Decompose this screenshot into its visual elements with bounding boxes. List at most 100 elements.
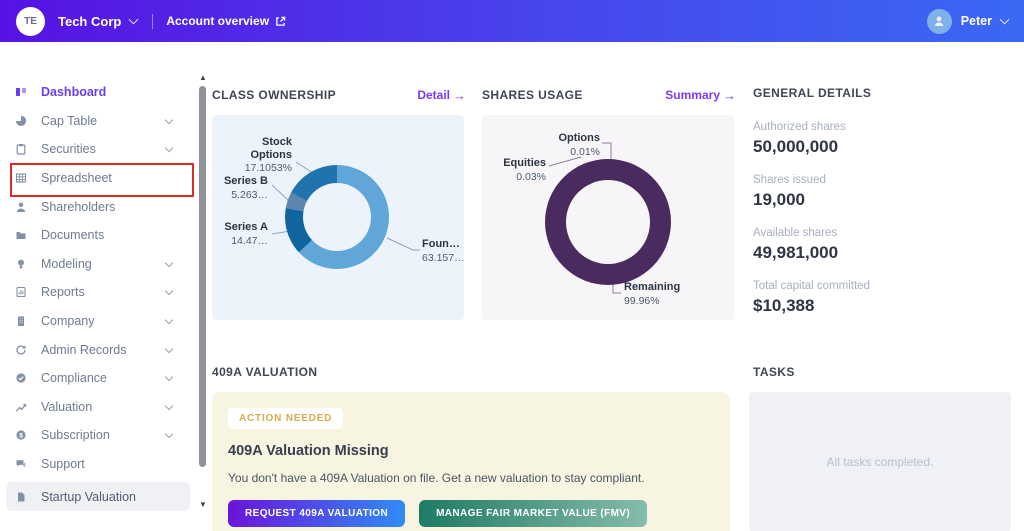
dollar-circle-icon: $ [15,429,28,442]
account-overview-label: Account overview [166,14,270,28]
sidebar-item-company[interactable]: Company [0,307,196,336]
clipboard-icon [15,143,28,156]
slice-label-equities: Equities 0.03% [503,157,546,183]
sidebar-item-spreadsheet[interactable]: Spreadsheet [0,164,196,193]
valuation-409a-header: 409A VALUATION [212,363,466,381]
arrow-right-icon: → [453,87,466,103]
scrollbar-thumb[interactable] [199,86,206,467]
stat-value: $10,388 [753,296,815,315]
scrollbar-up-arrow[interactable]: ▲ [199,73,207,82]
sidebar-item-modeling[interactable]: Modeling [0,250,196,279]
chevron-down-icon [164,401,174,411]
folder-icon [15,229,28,242]
top-bar: TE Tech Corp Account overview Peter [0,0,1024,42]
sidebar-item-compliance[interactable]: Compliance [0,364,196,393]
shares-usage-header: SHARES USAGE Summary → [482,86,736,104]
building-icon [15,315,28,328]
sidebar-item-cap-table[interactable]: Cap Table [0,107,196,136]
stat-value: 19,000 [753,190,805,209]
valuation-missing-body: You don't have a 409A Valuation on file.… [228,471,645,485]
sidebar-item-label: Documents [41,228,105,243]
donut-hole [566,180,650,264]
valuation-missing-heading: 409A Valuation Missing [228,443,389,459]
stat-label: Available shares [753,227,838,239]
user-avatar[interactable] [926,8,952,34]
sidebar-item-valuation[interactable]: Valuation [0,393,196,422]
slice-label-founders: Foun… 63.157… [422,238,465,264]
class-ownership-title: CLASS OWNERSHIP [212,88,337,102]
chevron-down-icon [164,315,174,325]
stat-authorized-shares: Authorized shares 50,000,000 [753,121,1011,157]
chevron-down-icon [164,344,174,353]
sidebar-item-subscription[interactable]: $ Subscription [0,421,196,450]
sidebar-item-label: Company [41,314,95,329]
class-ownership-chart: Stock Options 17.1053% Series B 5.263… S… [212,115,465,320]
slice-label-series-b: Series B 5.263… [223,175,268,201]
check-circle-icon [15,372,28,385]
sidebar-item-label: Subscription [41,428,110,443]
stat-value: 50,000,000 [753,137,839,156]
sidebar-item-label: Shareholders [41,199,116,214]
sidebar-item-documents[interactable]: Documents [0,221,196,250]
chevron-down-icon [164,430,174,439]
sidebar-item-label: Modeling [41,256,92,271]
dashboard-icon [15,86,28,99]
trend-up-icon [15,400,28,413]
general-details-title: GENERAL DETAILS [753,86,872,100]
class-ownership-header: CLASS OWNERSHIP Detail → [212,86,466,104]
slice-label-series-a: Series A 14.47… [224,221,268,247]
user-name[interactable]: Peter [960,14,992,28]
shares-usage-donut[interactable] [545,159,671,285]
chevron-down-icon[interactable] [128,14,139,25]
stat-shares-issued: Shares issued 19,000 [753,174,1011,210]
sidebar-item-label: Dashboard [41,85,107,100]
slice-label-options: Options 0.01% [558,132,600,158]
valuation-409a-title: 409A VALUATION [212,365,318,379]
sidebar-item-startup-valuation[interactable]: Startup Valuation [6,482,190,511]
tasks-empty-message: All tasks completed. [826,454,934,469]
user-icon [935,16,944,26]
chevron-down-icon [164,287,174,296]
sidebar-item-dashboard[interactable]: Dashboard [0,78,196,107]
topbar-divider [152,13,154,29]
sidebar-item-admin-records[interactable]: Admin Records [0,335,196,364]
sidebar-item-support[interactable]: Support [0,450,196,479]
stat-label: Shares issued [753,174,826,186]
summary-link-label: Summary [665,88,720,102]
request-409a-valuation-button[interactable]: REQUEST 409A VALUATION [228,500,406,527]
chevron-down-icon [164,144,174,153]
sidebar-nav: Dashboard Cap Table Securities Spreadsheet S… [0,42,196,531]
scrollbar-down-arrow[interactable]: ▼ [199,500,207,509]
stat-value: 49,981,000 [753,243,839,262]
sidebar-item-label: Spreadsheet [41,171,112,186]
slice-label-remaining: Remaining 99.96% [624,281,681,307]
tasks-header: TASKS [753,363,1011,381]
action-needed-badge: ACTION NEEDED [228,408,344,429]
company-name[interactable]: Tech Corp [58,13,122,29]
stat-available-shares: Available shares 49,981,000 [753,227,1011,263]
tasks-card: All tasks completed. [749,392,1011,531]
pie-chart-icon [15,114,28,127]
slice-label-stock-options: Stock Options 17.1053% [244,136,292,175]
sidebar-item-label: Valuation [41,399,93,414]
account-overview-link[interactable]: Account overview [166,14,286,28]
chevron-down-icon [164,258,174,268]
sidebar-item-label: Securities [41,142,96,157]
general-details-stats: Authorized shares 50,000,000 Shares issued… [753,121,1011,316]
detail-link[interactable]: Detail → [417,88,466,103]
class-ownership-donut[interactable] [285,165,389,269]
sidebar-item-label: Admin Records [41,342,127,357]
sidebar-item-reports[interactable]: Reports [0,278,196,307]
refresh-icon [15,343,28,356]
summary-link[interactable]: Summary → [665,88,736,103]
shares-usage-chart: Options 0.01% Equities 0.03% Remaining 9… [482,115,734,320]
sidebar-item-label: Startup Valuation [41,489,136,504]
chevron-down-icon[interactable] [999,14,1010,25]
external-link-icon [276,16,286,26]
stat-total-capital-committed: Total capital committed $10,388 [753,280,1011,316]
company-avatar[interactable]: TE [16,6,45,36]
sidebar-item-shareholders[interactable]: Shareholders [0,192,196,221]
sidebar-item-securities[interactable]: Securities [0,135,196,164]
manage-fmv-button[interactable]: MANAGE FAIR MARKET VALUE (FMV) [419,500,648,527]
